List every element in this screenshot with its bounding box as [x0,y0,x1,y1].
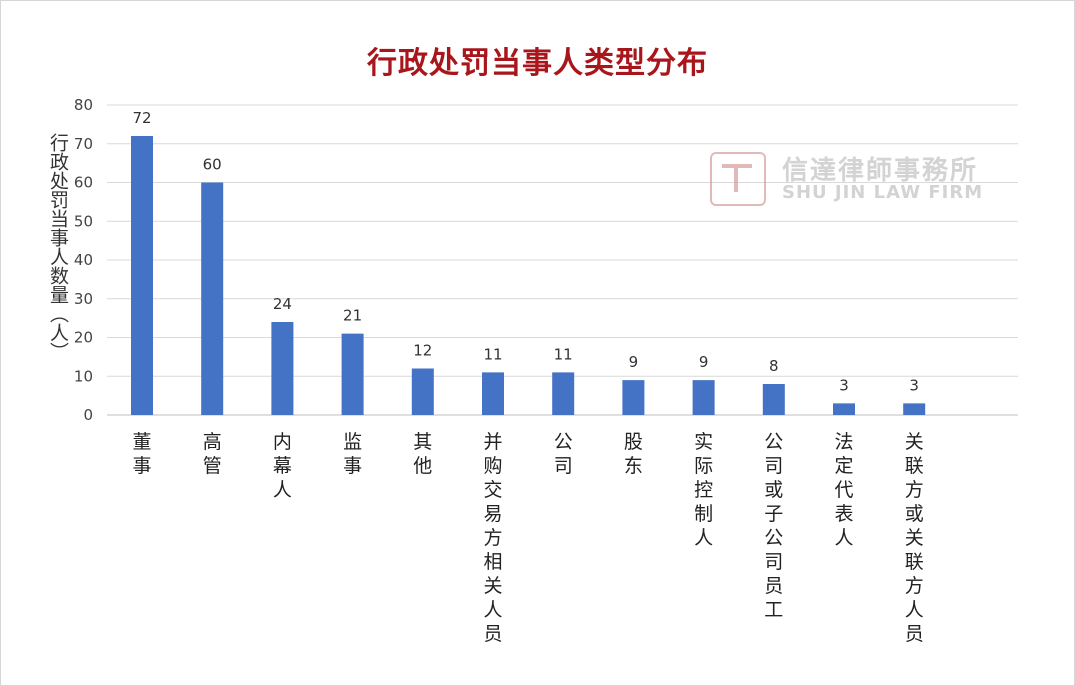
data-label: 60 [203,156,222,174]
y-tick-label: 30 [74,290,93,308]
category-label: 监事 [343,431,362,477]
data-label: 9 [629,353,639,371]
y-tick-label: 40 [74,251,93,269]
data-label: 3 [839,376,849,394]
category-labels: 董事 高管 内幕人 监事 其他 并购交易方相关人员 公司 股东 实际控制人 公司或子公司员工 法定代… [132,431,923,645]
y-tick-label: 70 [74,135,93,153]
data-label: 11 [483,345,502,363]
y-tick-label: 20 [74,329,93,347]
data-label: 11 [554,345,573,363]
data-label: 24 [273,295,292,313]
y-tick-label: 80 [74,96,93,114]
data-label: 3 [909,376,919,394]
y-tick-label: 50 [74,212,93,230]
category-label: 实际控制人 [694,431,713,549]
bar [622,380,645,415]
data-label: 21 [343,307,362,325]
category-label: 内幕人 [273,431,292,501]
category-label: 董事 [132,431,151,477]
bar [552,372,575,415]
data-labels: 72 60 24 21 12 11 11 9 9 8 3 3 [132,109,919,394]
y-tick-label: 60 [74,174,93,192]
bars [131,136,926,415]
watermark-name-cn: 信達律師事務所 [782,156,979,186]
law-firm-watermark: 信達律師事務所 SHU JIN LAW FIRM [710,150,1000,206]
bar [482,372,504,415]
category-label: 股东 [624,431,643,477]
y-tick-label: 10 [74,367,93,385]
bar [833,403,855,415]
data-label: 8 [769,357,779,375]
data-label: 12 [413,342,432,360]
gridlines [107,104,1018,416]
category-label: 其他 [413,431,432,477]
y-tick-labels: 0 10 20 30 40 50 60 70 80 [74,96,93,424]
category-label: 关联方或关联方人员 [905,431,924,645]
bar [762,384,785,415]
bar [903,403,926,415]
bar [271,322,294,415]
watermark-name-en: SHU JIN LAW FIRM [782,182,984,203]
bar [201,182,224,415]
category-label: 法定代表人 [834,431,853,549]
y-axis-label: 行政处罚当事人数量（人） [47,133,69,361]
bar [131,136,153,415]
category-label: 公司 [554,431,573,477]
data-label: 9 [699,353,709,371]
category-label: 并购交易方相关人员 [483,431,502,645]
data-label: 72 [132,109,151,127]
seal-logo-icon [710,152,766,206]
category-label: 公司或子公司员工 [764,431,783,621]
chart-title: 行政处罚当事人类型分布 [367,46,708,81]
bar [692,380,715,415]
category-label: 高管 [203,431,222,477]
bar [341,333,364,415]
bar [411,368,434,415]
y-tick-label: 0 [83,406,93,424]
